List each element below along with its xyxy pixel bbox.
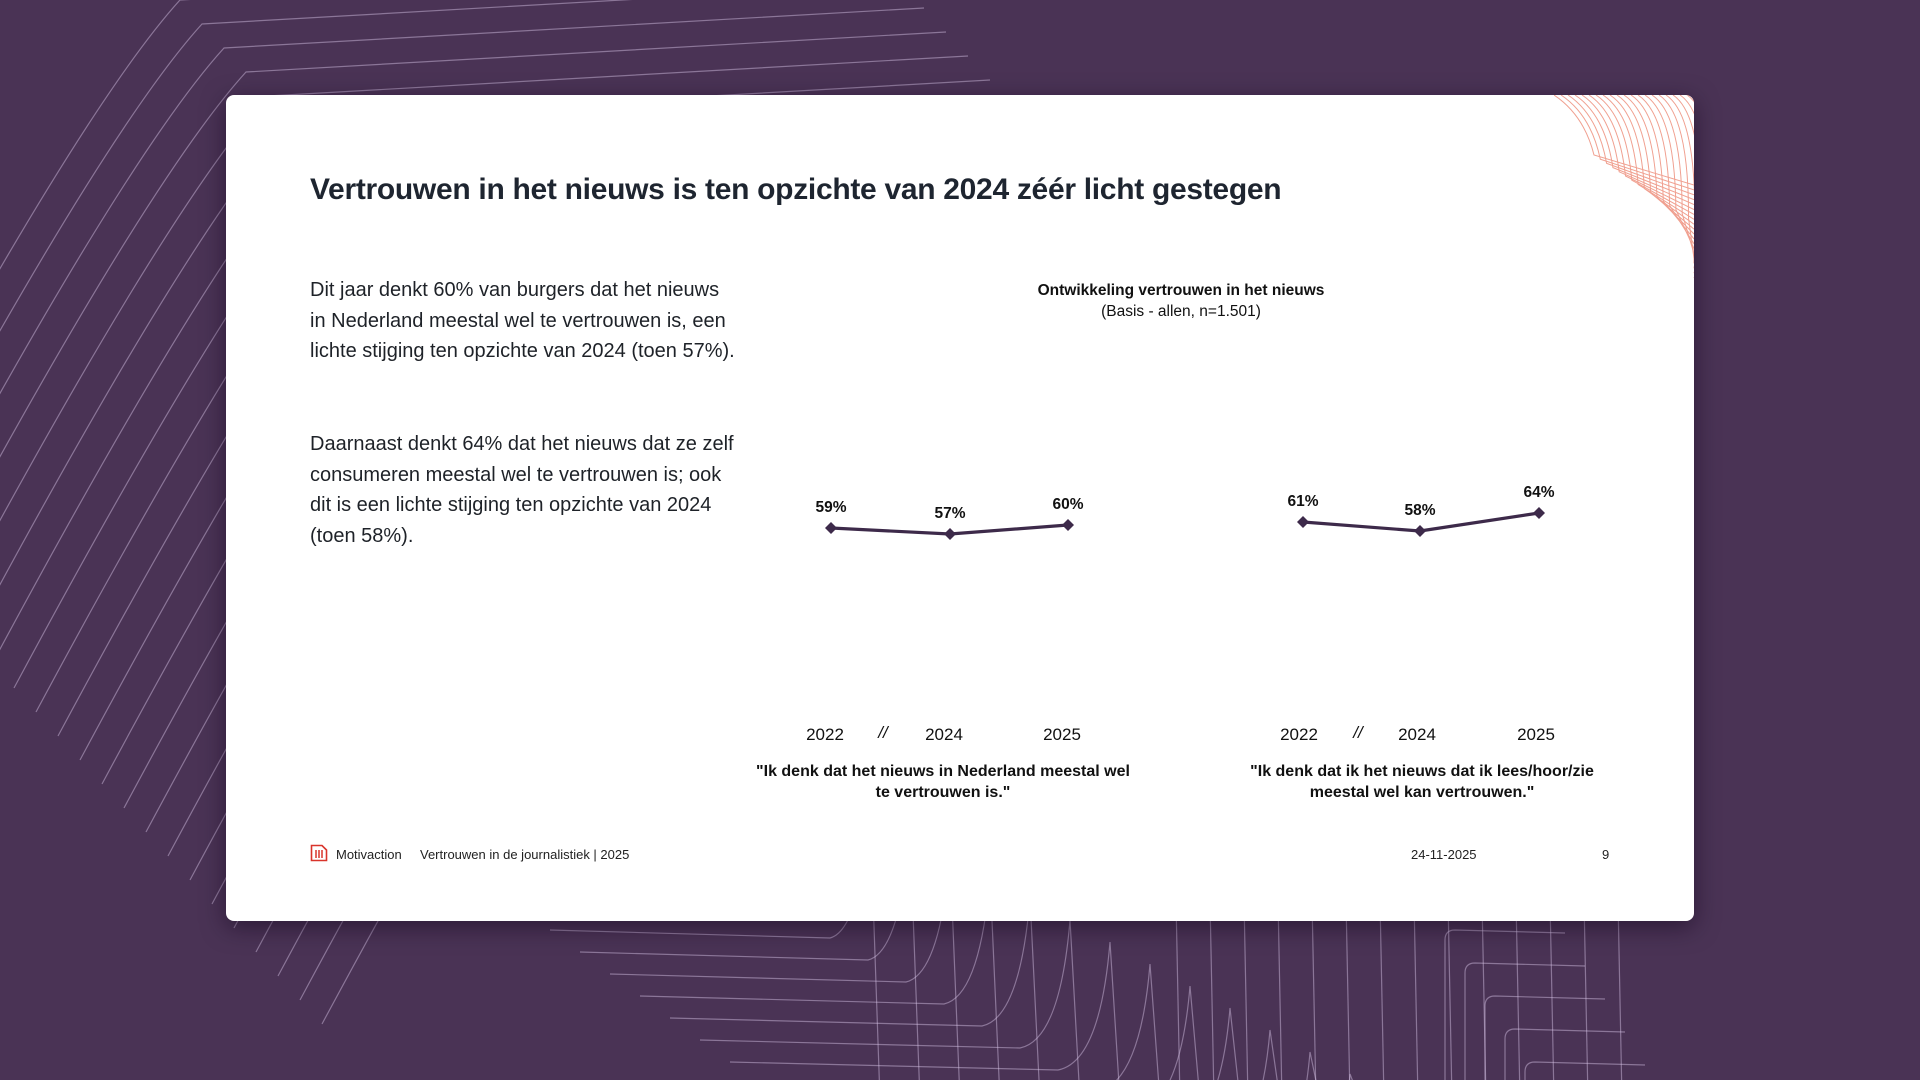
pattern-line bbox=[1413, 899, 1419, 1080]
corner-pattern-line bbox=[1679, 95, 1694, 274]
pattern-line bbox=[0, 7, 925, 395]
footer-brand: Motivaction bbox=[336, 847, 402, 862]
pattern-line bbox=[1464, 962, 1586, 1080]
corner-pattern-line bbox=[1651, 95, 1694, 254]
pattern-line bbox=[1515, 899, 1521, 1080]
line-charts: 59% 57% 60% 61% 58% 64% bbox=[815, 484, 1555, 540]
summary-paragraph-1: Dit jaar denkt 60% van burgers dat het n… bbox=[310, 279, 735, 363]
x-tick-label: 2022 bbox=[1280, 725, 1318, 744]
pattern-line bbox=[1175, 899, 1181, 1080]
corner-pattern-line bbox=[1595, 95, 1694, 215]
x-tick-label: 2022 bbox=[806, 725, 844, 744]
page-number: 9 bbox=[1602, 847, 1610, 862]
data-point-marker bbox=[1062, 519, 1074, 531]
pattern-line bbox=[1169, 985, 1199, 1080]
pattern-line bbox=[1306, 1051, 1317, 1080]
pattern-line bbox=[1444, 929, 1566, 1080]
data-label: 59% bbox=[815, 499, 846, 516]
pattern-line bbox=[1583, 899, 1589, 1080]
x-tick-label: 2024 bbox=[1398, 725, 1436, 744]
pattern-line bbox=[699, 919, 1080, 1080]
pattern-line bbox=[1447, 899, 1453, 1080]
x-tick-label: 2025 bbox=[1517, 725, 1555, 744]
data-label: 58% bbox=[1404, 502, 1435, 519]
pattern-line bbox=[1524, 1061, 1646, 1080]
pattern-line bbox=[1379, 899, 1385, 1080]
data-label: 57% bbox=[934, 505, 965, 522]
corner-pattern-line bbox=[1602, 95, 1694, 220]
pattern-line bbox=[0, 0, 191, 270]
corner-decoration bbox=[1554, 95, 1694, 279]
pattern-line bbox=[1115, 963, 1160, 1080]
slide-card: Vertrouwen in het nieuws is ten opzichte… bbox=[226, 95, 1694, 921]
corner-pattern-line bbox=[1609, 95, 1694, 225]
data-point-marker bbox=[1533, 507, 1545, 519]
data-point-marker bbox=[1297, 516, 1309, 528]
footer-document-title: Vertrouwen in de journalistiek | 2025 bbox=[420, 847, 630, 862]
pattern-line bbox=[729, 941, 1120, 1080]
pattern-line bbox=[0, 31, 947, 458]
chart-caption-right: "Ik denk dat ik het nieuws dat ik lees/h… bbox=[1250, 763, 1594, 801]
corner-pattern-line bbox=[1630, 95, 1694, 240]
corner-pattern-line bbox=[1554, 95, 1694, 186]
pattern-line bbox=[1617, 899, 1623, 1080]
pattern-line bbox=[1481, 899, 1487, 1080]
data-label: 64% bbox=[1523, 484, 1554, 501]
chart-subtitle: (Basis - allen, n=1.501) bbox=[1101, 303, 1261, 320]
pattern-line bbox=[1243, 899, 1249, 1080]
motivaction-logo-icon bbox=[310, 844, 328, 862]
pattern-line bbox=[1311, 899, 1317, 1080]
corner-pattern-line bbox=[1616, 95, 1694, 230]
pattern-line bbox=[1262, 1029, 1278, 1080]
slide-title: Vertrouwen in het nieuws is ten opzichte… bbox=[310, 173, 1282, 206]
pattern-line bbox=[1345, 899, 1351, 1080]
corner-pattern-line bbox=[1581, 95, 1694, 206]
axis-break-marker: // bbox=[878, 723, 888, 742]
pattern-line bbox=[1549, 899, 1555, 1080]
corner-pattern-line bbox=[1637, 95, 1694, 245]
data-point-marker bbox=[825, 522, 837, 534]
data-point-marker bbox=[944, 528, 956, 540]
data-label: 60% bbox=[1052, 496, 1083, 513]
pattern-line bbox=[1504, 1028, 1626, 1080]
corner-pattern-line bbox=[1644, 95, 1694, 249]
pattern-line bbox=[1348, 1073, 1353, 1080]
corner-pattern-line bbox=[1567, 95, 1694, 196]
data-point-marker bbox=[1414, 525, 1426, 537]
corner-pattern-line bbox=[1574, 95, 1694, 201]
footer-date: 24-11-2025 bbox=[1411, 847, 1477, 862]
pattern-line bbox=[0, 0, 633, 332]
corner-pattern-line bbox=[1623, 95, 1694, 235]
summary-paragraph-2: Daarnaast denkt 64% dat het nieuws dat z… bbox=[310, 433, 734, 548]
corner-pattern-line bbox=[1672, 95, 1694, 269]
x-tick-label: 2024 bbox=[925, 725, 963, 744]
pattern-line bbox=[1277, 899, 1283, 1080]
data-label: 61% bbox=[1287, 493, 1318, 510]
x-tick-label: 2025 bbox=[1043, 725, 1081, 744]
corner-pattern-line bbox=[1658, 95, 1694, 259]
corner-pattern-line bbox=[1665, 95, 1694, 264]
chart-title: Ontwikkeling vertrouwen in het nieuws bbox=[1037, 282, 1325, 299]
pattern-line bbox=[1217, 1007, 1239, 1080]
corner-pattern-line bbox=[1588, 95, 1694, 210]
corner-pattern-line bbox=[1560, 95, 1694, 191]
axis-break-marker: // bbox=[1353, 723, 1363, 742]
pattern-line bbox=[1209, 899, 1215, 1080]
chart-caption-left: "Ik denk dat het nieuws in Nederland mee… bbox=[756, 763, 1130, 801]
pattern-line bbox=[1484, 995, 1606, 1080]
